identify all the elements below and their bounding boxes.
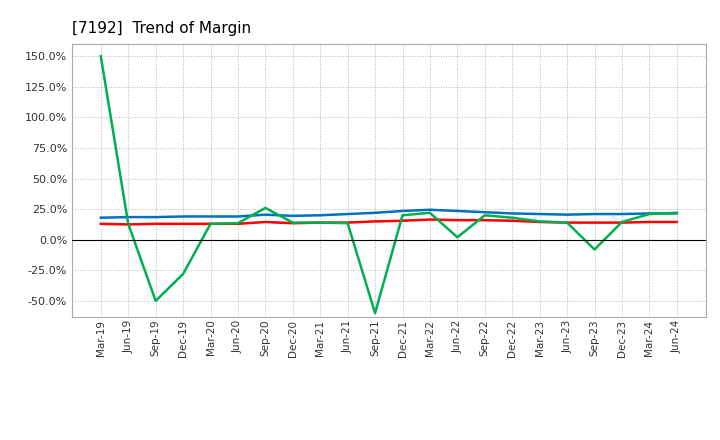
Operating Cashflow [206, 221, 215, 227]
Net Income [563, 220, 572, 225]
Net Income [426, 217, 434, 222]
Operating Cashflow [563, 220, 572, 225]
Ordinary Income [316, 213, 325, 218]
Ordinary Income [343, 211, 352, 216]
Ordinary Income [508, 211, 516, 216]
Net Income [261, 220, 270, 225]
Ordinary Income [672, 211, 681, 216]
Net Income [233, 221, 242, 227]
Net Income [343, 220, 352, 225]
Ordinary Income [151, 214, 160, 220]
Text: [7192]  Trend of Margin: [7192] Trend of Margin [72, 21, 251, 36]
Ordinary Income [453, 209, 462, 214]
Net Income [536, 220, 544, 225]
Operating Cashflow [398, 213, 407, 218]
Ordinary Income [96, 215, 105, 220]
Operating Cashflow [645, 211, 654, 216]
Ordinary Income [480, 209, 489, 215]
Net Income [289, 220, 297, 226]
Net Income [316, 220, 325, 225]
Operating Cashflow [316, 220, 325, 225]
Net Income [508, 218, 516, 224]
Ordinary Income [233, 214, 242, 219]
Ordinary Income [124, 214, 132, 220]
Net Income [618, 220, 626, 225]
Net Income [645, 220, 654, 225]
Operating Cashflow [261, 205, 270, 211]
Operating Cashflow [508, 215, 516, 220]
Ordinary Income [289, 213, 297, 219]
Net Income [179, 221, 187, 227]
Ordinary Income [645, 211, 654, 216]
Ordinary Income [618, 211, 626, 216]
Net Income [371, 219, 379, 224]
Ordinary Income [206, 214, 215, 219]
Operating Cashflow [426, 210, 434, 216]
Operating Cashflow [151, 298, 160, 304]
Operating Cashflow [590, 247, 599, 252]
Operating Cashflow [179, 271, 187, 277]
Operating Cashflow [289, 220, 297, 225]
Ordinary Income [563, 212, 572, 217]
Operating Cashflow [96, 54, 105, 59]
Operating Cashflow [618, 220, 626, 225]
Line: Operating Cashflow: Operating Cashflow [101, 56, 677, 313]
Net Income [96, 221, 105, 227]
Net Income [151, 221, 160, 227]
Ordinary Income [371, 210, 379, 216]
Operating Cashflow [124, 221, 132, 227]
Ordinary Income [426, 207, 434, 213]
Operating Cashflow [343, 220, 352, 226]
Net Income [398, 218, 407, 224]
Net Income [206, 221, 215, 227]
Net Income [480, 217, 489, 223]
Operating Cashflow [371, 311, 379, 316]
Net Income [453, 217, 462, 223]
Operating Cashflow [672, 210, 681, 216]
Operating Cashflow [233, 220, 242, 226]
Ordinary Income [536, 211, 544, 216]
Net Income [590, 220, 599, 225]
Net Income [672, 220, 681, 225]
Ordinary Income [179, 214, 187, 219]
Line: Net Income: Net Income [101, 220, 677, 224]
Operating Cashflow [453, 235, 462, 240]
Line: Ordinary Income: Ordinary Income [101, 210, 677, 218]
Net Income [124, 222, 132, 227]
Ordinary Income [261, 212, 270, 217]
Operating Cashflow [536, 219, 544, 224]
Ordinary Income [398, 209, 407, 214]
Ordinary Income [590, 211, 599, 216]
Operating Cashflow [480, 213, 489, 218]
